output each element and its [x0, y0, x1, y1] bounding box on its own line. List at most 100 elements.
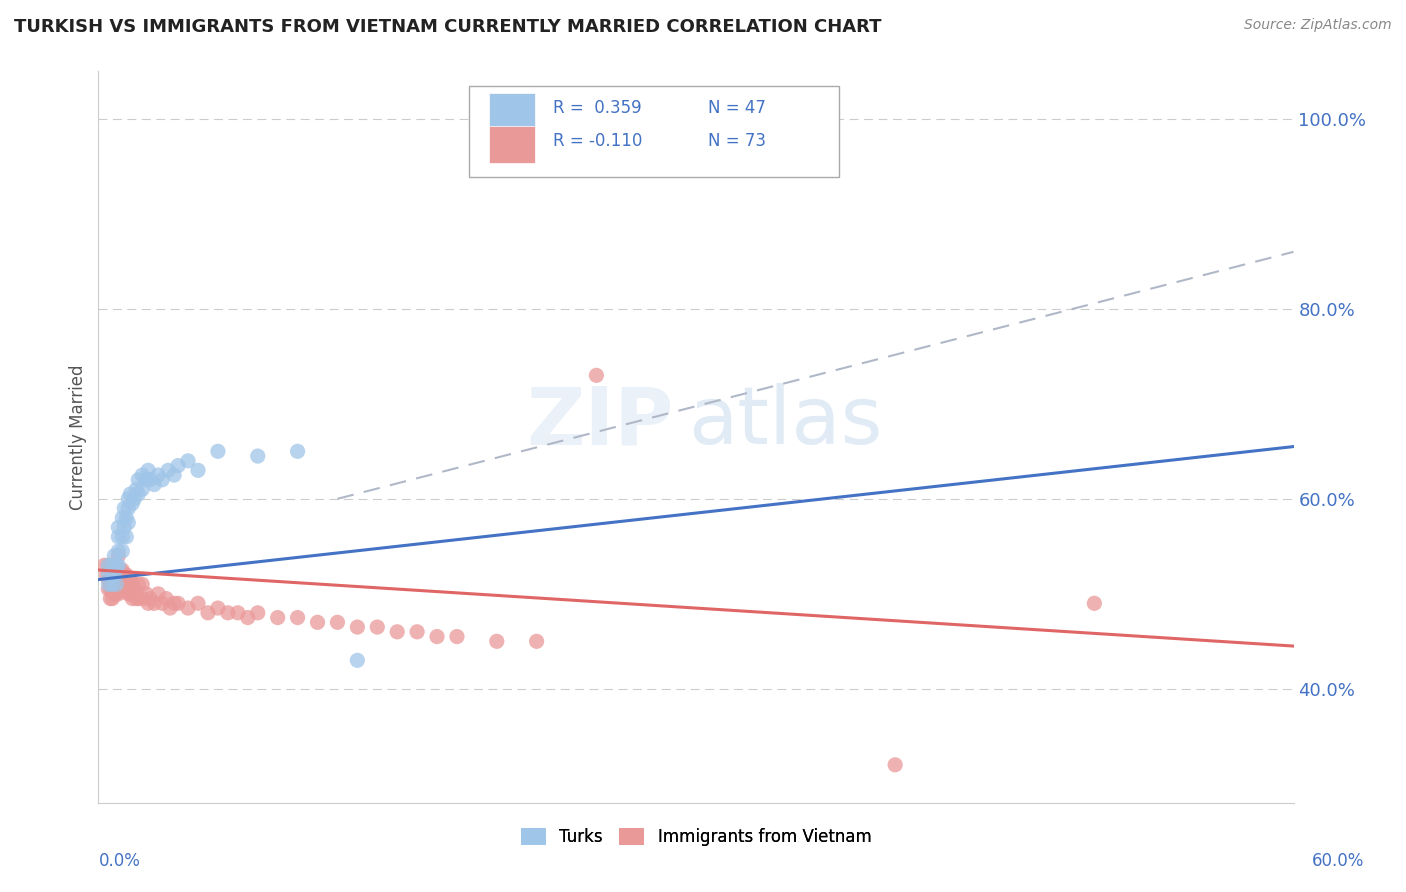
Point: [111, 544, 134, 558]
Point: [346, 620, 368, 634]
Point: [101, 582, 124, 596]
Text: atlas: atlas: [689, 384, 883, 461]
Point: [103, 577, 125, 591]
Point: [98, 582, 122, 596]
Point: [120, 487, 142, 501]
Point: [385, 624, 409, 639]
Point: [150, 596, 173, 610]
Point: [163, 468, 186, 483]
Point: [1083, 596, 1105, 610]
Point: [446, 630, 468, 644]
Text: TURKISH VS IMMIGRANTS FROM VIETNAM CURRENTLY MARRIED CORRELATION CHART: TURKISH VS IMMIGRANTS FROM VIETNAM CURRE…: [14, 18, 882, 36]
Point: [246, 449, 269, 463]
Point: [236, 610, 259, 624]
Text: 0.0%: 0.0%: [98, 852, 141, 870]
Point: [167, 458, 190, 473]
Point: [131, 468, 153, 483]
Point: [120, 587, 142, 601]
Point: [110, 577, 132, 591]
Point: [136, 463, 159, 477]
Point: [120, 573, 142, 587]
Point: [167, 596, 190, 610]
Point: [112, 582, 135, 596]
Point: [107, 544, 129, 558]
Point: [127, 591, 149, 606]
Point: [117, 573, 139, 587]
Point: [366, 620, 388, 634]
Text: Source: ZipAtlas.com: Source: ZipAtlas.com: [1244, 18, 1392, 32]
Point: [101, 591, 124, 606]
Point: [110, 563, 132, 577]
Point: [139, 473, 162, 487]
Point: [246, 606, 269, 620]
Text: 60.0%: 60.0%: [1312, 852, 1364, 870]
Point: [121, 497, 143, 511]
Point: [101, 558, 124, 573]
Text: N = 47: N = 47: [709, 99, 766, 117]
Point: [426, 630, 449, 644]
Point: [112, 501, 135, 516]
Point: [117, 587, 139, 601]
Point: [155, 591, 177, 606]
Point: [207, 444, 229, 458]
Point: [111, 563, 134, 577]
Text: N = 73: N = 73: [709, 132, 766, 150]
Point: [117, 516, 139, 530]
Point: [884, 757, 907, 772]
Point: [107, 520, 129, 534]
Point: [585, 368, 607, 383]
Point: [107, 549, 129, 563]
Point: [136, 596, 159, 610]
Point: [150, 473, 173, 487]
Point: [105, 573, 128, 587]
Point: [105, 558, 128, 573]
FancyBboxPatch shape: [489, 126, 534, 163]
Point: [96, 567, 118, 582]
Point: [135, 587, 157, 601]
Point: [112, 520, 135, 534]
Point: [93, 558, 115, 573]
Point: [121, 591, 143, 606]
Point: [124, 491, 146, 506]
Point: [143, 596, 166, 610]
Point: [103, 567, 125, 582]
Point: [107, 563, 129, 577]
Point: [307, 615, 329, 630]
Point: [115, 567, 138, 582]
Y-axis label: Currently Married: Currently Married: [69, 364, 87, 510]
FancyBboxPatch shape: [470, 86, 839, 178]
Point: [107, 558, 129, 573]
Point: [101, 567, 124, 582]
Point: [97, 582, 120, 596]
Point: [117, 501, 139, 516]
Point: [105, 577, 128, 591]
Point: [117, 491, 139, 506]
Point: [97, 573, 120, 587]
Point: [112, 567, 135, 582]
Point: [131, 483, 153, 497]
Point: [287, 610, 309, 624]
Point: [159, 601, 181, 615]
Point: [111, 577, 134, 591]
Text: R =  0.359: R = 0.359: [553, 99, 641, 117]
Point: [197, 606, 219, 620]
Point: [97, 558, 120, 573]
Point: [107, 573, 129, 587]
Text: R = -0.110: R = -0.110: [553, 132, 643, 150]
Point: [107, 587, 129, 601]
Text: ZIP: ZIP: [527, 384, 673, 461]
Point: [207, 601, 229, 615]
Point: [406, 624, 429, 639]
Point: [115, 511, 138, 525]
Point: [127, 487, 149, 501]
Point: [148, 587, 170, 601]
Point: [121, 577, 143, 591]
Point: [177, 454, 200, 468]
Point: [101, 577, 124, 591]
Point: [103, 587, 125, 601]
Point: [97, 558, 120, 573]
Point: [131, 577, 153, 591]
Point: [139, 591, 162, 606]
Point: [157, 463, 180, 477]
Point: [226, 606, 249, 620]
